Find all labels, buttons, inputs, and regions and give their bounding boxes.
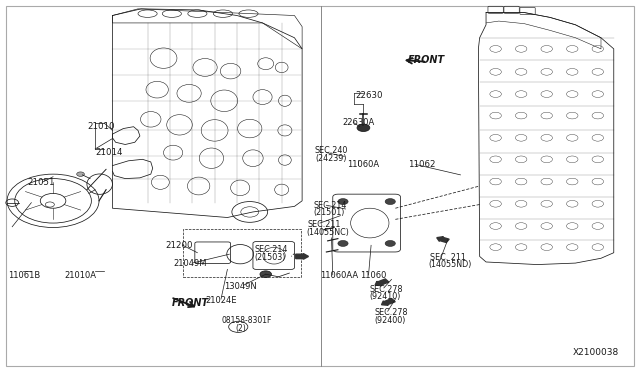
Text: SEC.214: SEC.214 [314, 201, 347, 210]
FancyArrow shape [375, 279, 389, 286]
Bar [182, 229, 301, 277]
Text: X2100038: X2100038 [573, 348, 619, 357]
Circle shape [385, 240, 396, 246]
Text: 22630: 22630 [355, 91, 383, 100]
Text: SEC.278: SEC.278 [370, 285, 403, 294]
Text: 11062: 11062 [408, 160, 436, 169]
Text: (92410): (92410) [370, 292, 401, 301]
Text: 22630A: 22630A [342, 118, 374, 127]
Text: SEC.211: SEC.211 [307, 221, 340, 230]
FancyArrow shape [436, 237, 449, 243]
Circle shape [385, 199, 396, 205]
Text: SEC. 211: SEC. 211 [430, 253, 466, 262]
Text: 11060: 11060 [360, 271, 386, 280]
Text: SEC.278: SEC.278 [374, 308, 408, 317]
Text: 11061B: 11061B [8, 271, 40, 280]
Circle shape [338, 240, 348, 246]
Text: SEC.214: SEC.214 [255, 245, 288, 254]
Text: 21010A: 21010A [65, 271, 97, 280]
Circle shape [338, 199, 348, 205]
Text: (21501): (21501) [314, 208, 345, 217]
Text: (24239): (24239) [315, 154, 346, 163]
FancyArrow shape [296, 254, 308, 259]
Text: 11060AA: 11060AA [320, 271, 358, 280]
Text: 21010: 21010 [87, 122, 115, 131]
Circle shape [77, 172, 84, 176]
Text: 21051: 21051 [28, 178, 55, 187]
Text: FRONT: FRONT [408, 55, 445, 65]
Text: 21049M: 21049M [173, 259, 207, 267]
Text: (2): (2) [236, 324, 246, 333]
Text: 13049N: 13049N [224, 282, 257, 291]
Text: 11060A: 11060A [347, 160, 379, 169]
FancyArrow shape [381, 299, 396, 305]
Text: (21503): (21503) [255, 253, 286, 262]
Text: 21024E: 21024E [205, 296, 237, 305]
Text: 21014: 21014 [95, 148, 123, 157]
Text: 08158-8301F: 08158-8301F [221, 316, 271, 325]
Circle shape [260, 271, 271, 278]
Text: SEC.240: SEC.240 [315, 146, 348, 155]
Text: (92400): (92400) [374, 316, 406, 325]
Text: 21200: 21200 [166, 241, 193, 250]
Text: (14055ND): (14055ND) [429, 260, 472, 269]
Circle shape [357, 124, 370, 132]
Text: FRONT: FRONT [172, 298, 209, 308]
Text: (14055NC): (14055NC) [306, 228, 349, 237]
